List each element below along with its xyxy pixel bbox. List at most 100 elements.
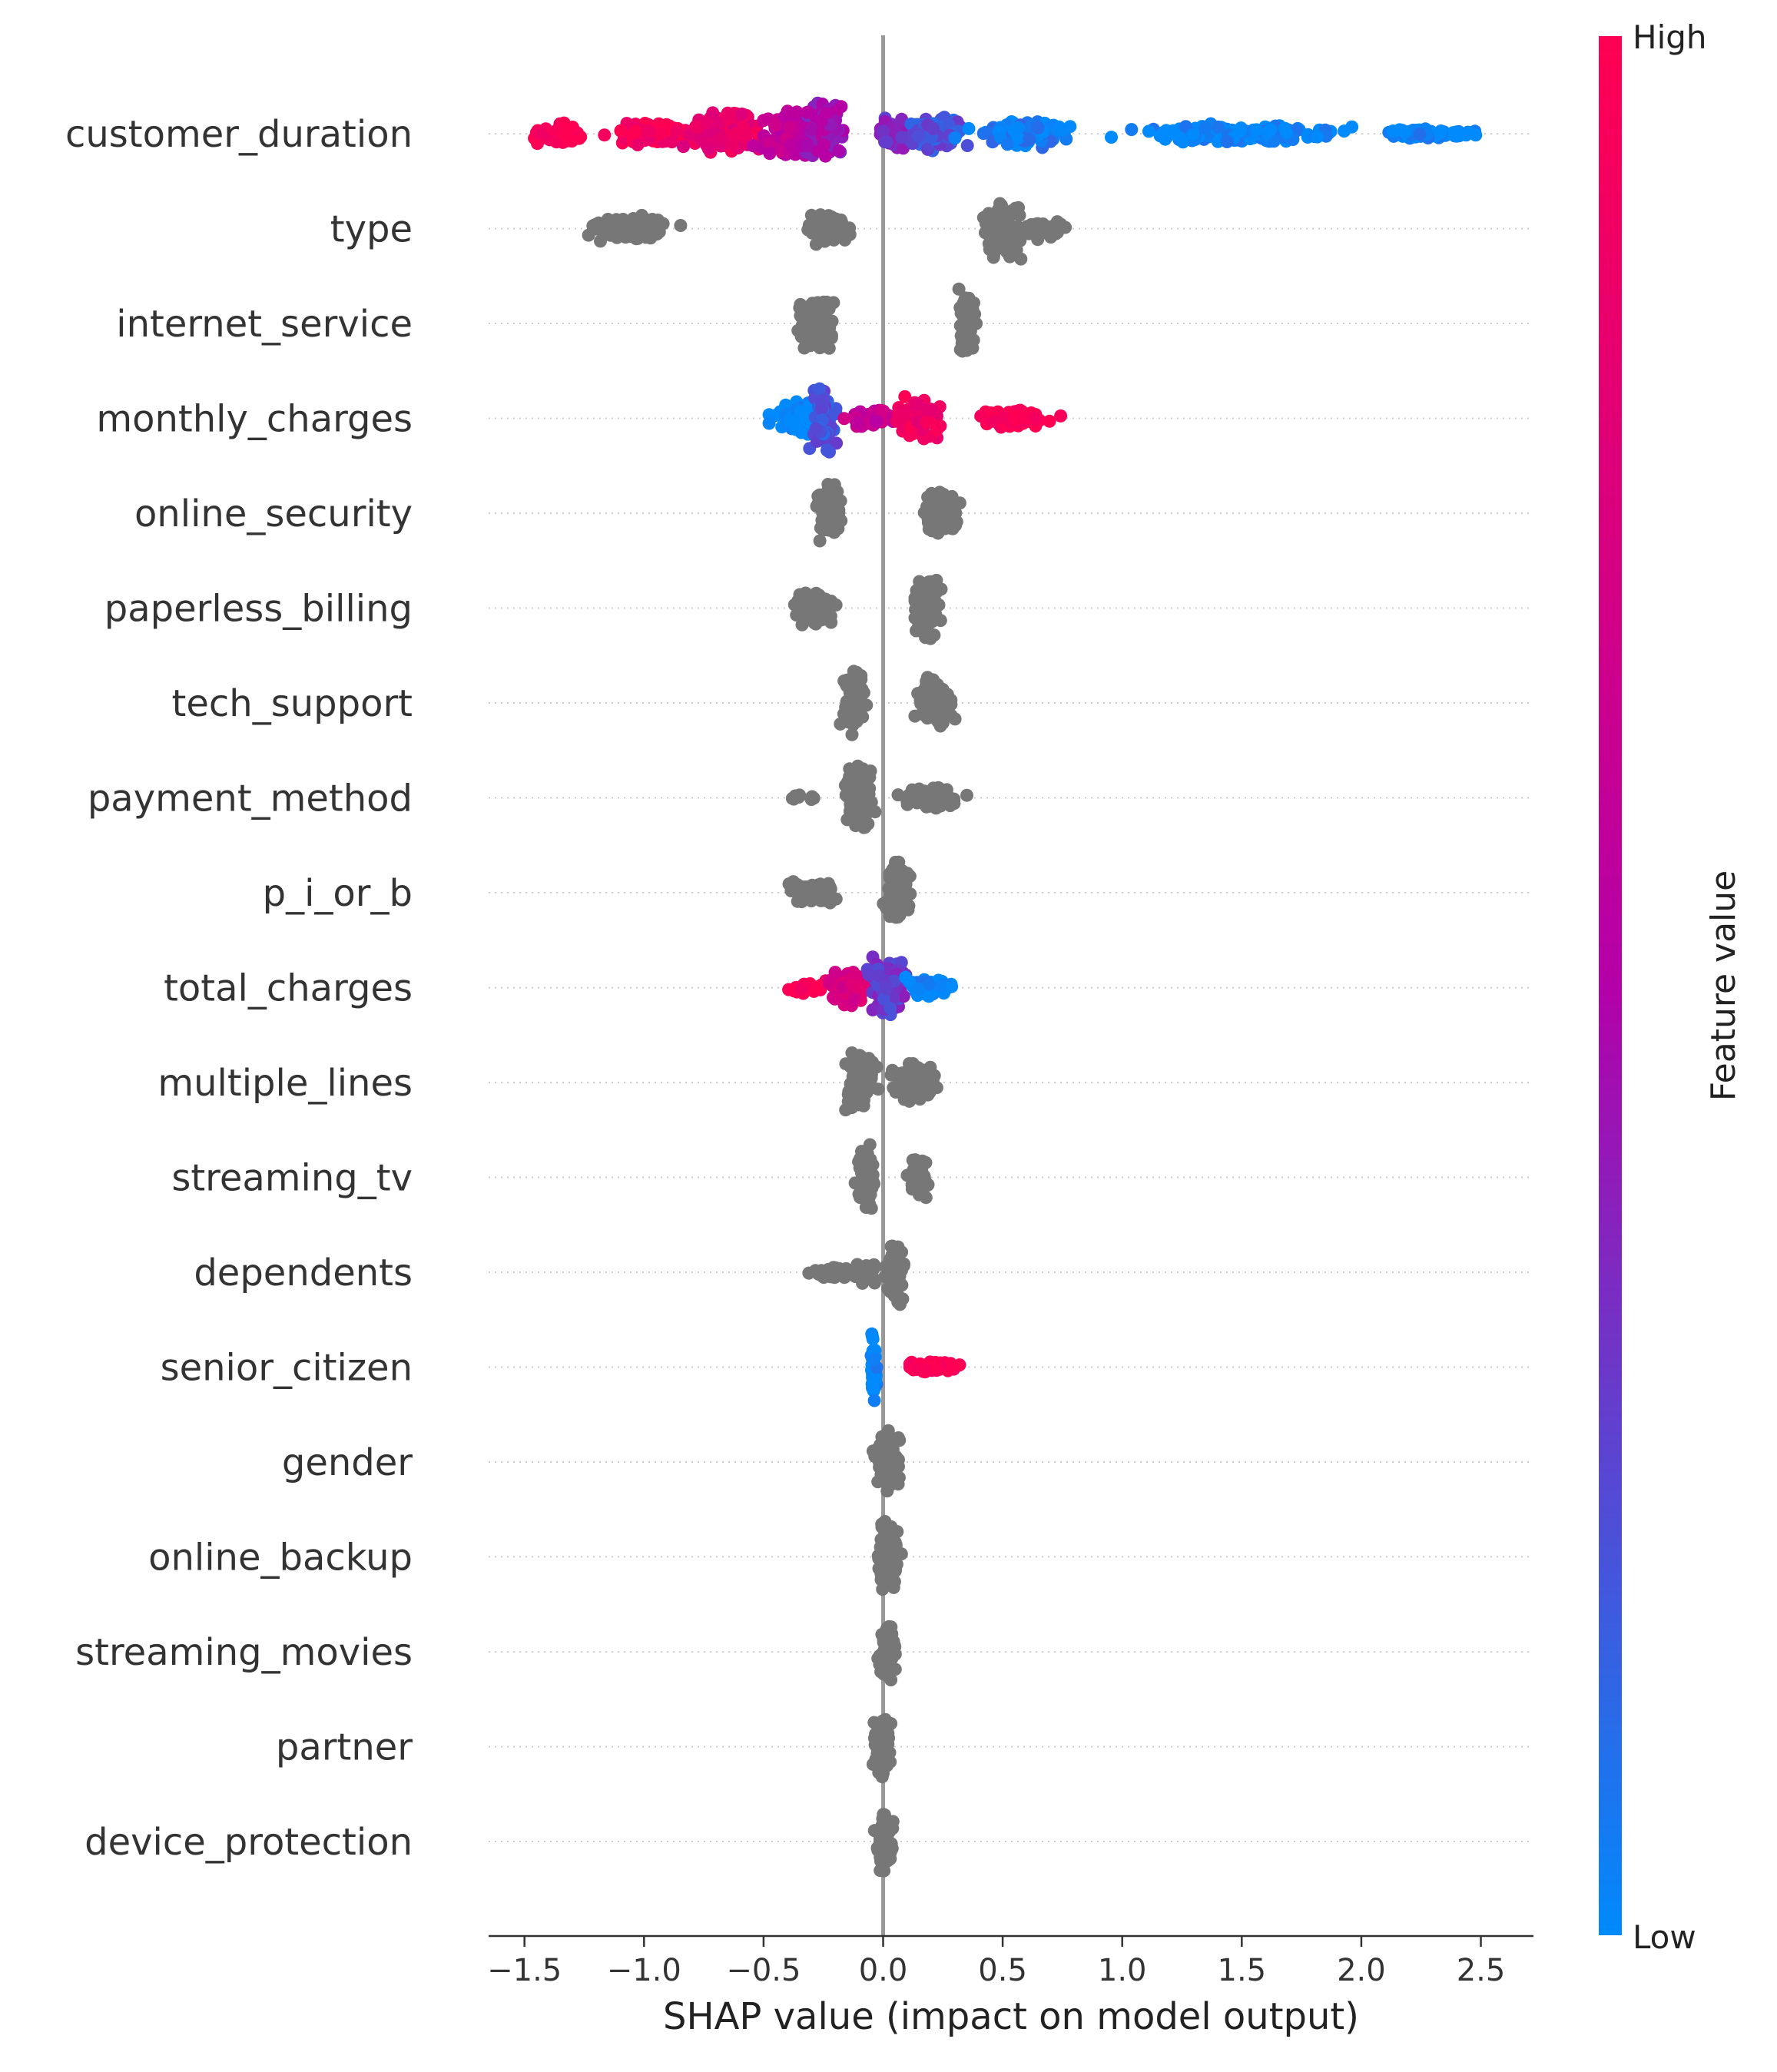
- colorbar-low-label: Low: [1633, 1918, 1696, 1956]
- data-point: [1249, 123, 1263, 137]
- data-point: [910, 397, 924, 411]
- data-point: [877, 1726, 891, 1739]
- data-point: [876, 1825, 890, 1838]
- feature-label: partner: [276, 1726, 413, 1769]
- data-point: [995, 198, 1008, 212]
- data-point: [1023, 132, 1036, 146]
- data-point: [825, 512, 839, 525]
- data-point: [817, 393, 830, 407]
- data-point: [870, 1841, 884, 1855]
- data-point: [871, 1082, 885, 1096]
- data-point: [1186, 128, 1200, 141]
- data-point: [824, 896, 837, 910]
- data-point: [677, 140, 690, 154]
- data-point: [821, 523, 835, 537]
- data-point: [809, 422, 823, 436]
- data-point: [817, 138, 830, 152]
- data-point: [962, 121, 976, 135]
- data-point: [864, 795, 878, 809]
- data-point: [872, 1765, 886, 1779]
- data-point: [923, 977, 936, 991]
- data-point: [1469, 128, 1483, 142]
- data-point: [862, 967, 876, 981]
- data-point: [1010, 243, 1023, 257]
- data-point: [610, 230, 624, 244]
- data-point: [789, 423, 803, 436]
- data-point: [832, 144, 846, 157]
- data-point: [533, 126, 547, 140]
- data-point: [920, 416, 933, 429]
- data-point: [777, 110, 791, 124]
- data-point: [729, 127, 742, 141]
- data-point: [846, 700, 860, 714]
- data-point: [862, 1169, 876, 1183]
- feature-label: total_charges: [164, 967, 413, 1010]
- feature-label: gender: [282, 1441, 413, 1484]
- data-point: [897, 1092, 911, 1106]
- data-point: [903, 870, 917, 883]
- data-point: [694, 132, 708, 146]
- data-point: [819, 214, 833, 228]
- data-point: [923, 632, 937, 645]
- data-point: [725, 138, 739, 151]
- data-point: [800, 594, 814, 608]
- data-point: [804, 793, 818, 807]
- data-point: [1397, 125, 1411, 139]
- data-point: [740, 130, 753, 144]
- feature-label: streaming_tv: [171, 1157, 413, 1200]
- data-point: [855, 682, 869, 696]
- data-point: [844, 800, 858, 814]
- data-point: [858, 1192, 872, 1206]
- data-point: [884, 1273, 898, 1287]
- data-point: [811, 980, 825, 993]
- data-point: [674, 219, 688, 232]
- data-point: [865, 1377, 879, 1391]
- data-point: [903, 975, 917, 989]
- feature-label: tech_support: [172, 682, 413, 725]
- data-point: [875, 1535, 889, 1549]
- data-point: [884, 1837, 898, 1851]
- data-point: [670, 124, 684, 138]
- data-point: [782, 121, 796, 134]
- data-point: [860, 766, 874, 780]
- data-point: [867, 1352, 880, 1366]
- data-point: [690, 120, 704, 134]
- data-point: [984, 238, 997, 252]
- data-point: [887, 991, 900, 1005]
- data-point: [887, 879, 901, 893]
- data-point: [797, 341, 811, 355]
- data-point: [814, 114, 828, 128]
- data-point: [993, 227, 1007, 241]
- data-point: [926, 1074, 940, 1087]
- data-point: [1044, 230, 1058, 244]
- feature-label: online_security: [134, 492, 413, 535]
- data-point: [805, 226, 819, 240]
- data-point: [890, 1251, 904, 1265]
- data-point: [864, 1261, 877, 1274]
- data-point: [1012, 131, 1026, 144]
- data-point: [846, 978, 860, 992]
- data-point: [836, 980, 850, 994]
- data-point: [870, 414, 883, 428]
- x-tick-label: 0.5: [978, 1953, 1027, 1988]
- data-point: [878, 1813, 892, 1827]
- data-point: [603, 214, 616, 227]
- data-point: [794, 983, 807, 996]
- data-point: [811, 608, 824, 622]
- feature-label: device_protection: [85, 1821, 413, 1864]
- data-point: [983, 212, 997, 226]
- data-point: [845, 728, 859, 741]
- data-point: [629, 124, 643, 138]
- data-point: [888, 1647, 902, 1661]
- data-point: [1056, 123, 1069, 137]
- data-point: [884, 1002, 897, 1015]
- data-point: [825, 314, 839, 328]
- data-point: [1211, 120, 1225, 134]
- feature-label: senior_citizen: [161, 1347, 413, 1390]
- data-point: [805, 123, 819, 137]
- colorbar-title: Feature value: [1704, 870, 1743, 1101]
- data-point: [887, 1575, 901, 1589]
- data-point: [884, 1552, 898, 1566]
- data-point: [933, 699, 947, 713]
- data-point: [895, 131, 909, 144]
